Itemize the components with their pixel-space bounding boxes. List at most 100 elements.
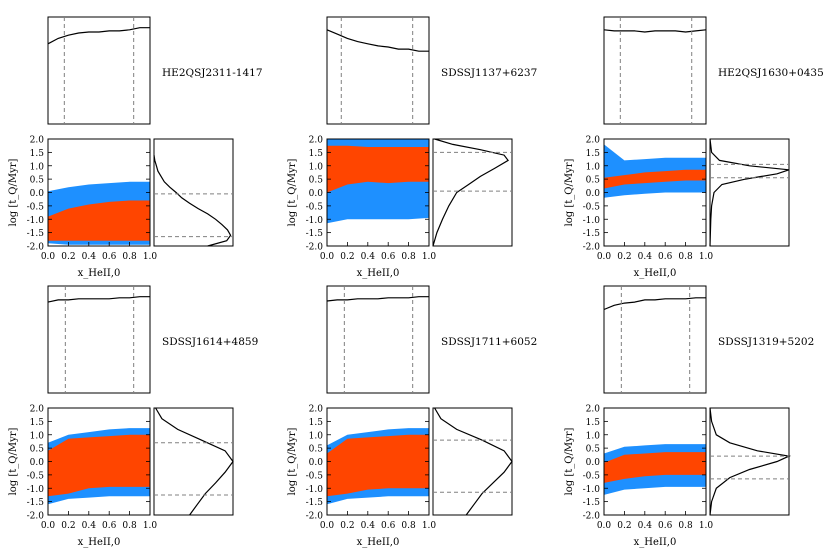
y-tick-label: 2.0 — [309, 136, 324, 146]
y-tick-label: 0.5 — [586, 445, 601, 455]
x-tick-label: 0.6 — [658, 252, 673, 262]
y-tick-label: -0.5 — [306, 202, 324, 212]
x-tick-label: 0.4 — [638, 521, 653, 531]
inner-confidence-band — [604, 452, 706, 483]
y-tick-label: 1.0 — [586, 162, 601, 172]
y-tick-label: -1.5 — [306, 498, 324, 508]
y-marginal-frame — [153, 407, 234, 516]
y-marginal-curve — [709, 407, 792, 516]
y-marginal-curve — [153, 155, 232, 247]
y-tick-label: -1.5 — [583, 229, 601, 239]
y-tick-label: 1.0 — [309, 431, 324, 441]
y-tick-label: 1.5 — [30, 418, 45, 428]
x-tick-label: 0.2 — [61, 521, 75, 531]
x-tick-label: 0.4 — [361, 252, 376, 262]
main-plot: -2.0 -1.5 -1.0 -0.5 0.0 0.5 1.0 1.5 2.0 0.0 0.2 0.4… — [8, 405, 157, 549]
y-tick-label: 1.5 — [586, 418, 601, 428]
x-tick-label: 0.2 — [340, 252, 354, 262]
x-tick-label: 0.6 — [381, 521, 396, 531]
y-tick-label: -0.5 — [27, 202, 45, 212]
y-tick-label: -1.5 — [27, 498, 45, 508]
y-tick-label: 1.0 — [309, 162, 324, 172]
x-marginal-curve — [47, 296, 150, 303]
x-tick-label: 0.0 — [320, 252, 335, 262]
y-marginal-curve — [709, 138, 790, 247]
y-tick-label: -0.5 — [583, 471, 601, 481]
x-axis-label: x_HeII,0 — [634, 537, 677, 548]
x-marginal-histogram — [47, 16, 151, 125]
quasar-label: HE2QSJ2311-1417 — [162, 67, 263, 79]
quasar-label: SDSSJ1711+6052 — [441, 336, 537, 348]
quasar-label: SDSSJ1137+6237 — [441, 67, 537, 79]
y-tick-label: 0.5 — [30, 176, 45, 186]
y-axis-label: log [t_Q/Myr] — [564, 158, 575, 226]
x-marginal-histogram — [326, 16, 430, 125]
x-tick-label: 0.0 — [320, 521, 335, 531]
x-tick-label: 0.6 — [102, 252, 117, 262]
inner-confidence-band — [327, 434, 429, 497]
y-tick-label: -0.5 — [306, 471, 324, 481]
x-marginal-histogram — [326, 285, 430, 394]
x-tick-label: 1.0 — [422, 521, 437, 531]
x-marginal-frame — [326, 16, 430, 125]
y-tick-label: 2.0 — [309, 405, 324, 415]
inner-confidence-band — [604, 169, 706, 189]
x-tick-label: 1.0 — [143, 521, 158, 531]
y-tick-label: 0.5 — [309, 176, 324, 186]
y-marginal-frame — [709, 138, 790, 247]
x-tick-label: 0.0 — [597, 252, 612, 262]
x-tick-label: 0.8 — [401, 252, 416, 262]
y-axis-label: log [t_Q/Myr] — [8, 158, 19, 226]
y-tick-label: 1.5 — [309, 418, 324, 428]
x-axis-label: x_HeII,0 — [357, 268, 400, 279]
x-axis-label: x_HeII,0 — [78, 537, 121, 548]
x-tick-label: 0.4 — [82, 252, 97, 262]
y-tick-label: -1.0 — [306, 485, 324, 495]
y-tick-label: -2.0 — [583, 512, 601, 522]
y-tick-label: -2.0 — [27, 512, 45, 522]
x-tick-label: 0.2 — [340, 521, 354, 531]
x-tick-label: 0.0 — [41, 252, 56, 262]
main-plot: -2.0 -1.5 -1.0 -0.5 0.0 0.5 1.0 1.5 2.0 0.0 0.2 0.4… — [287, 405, 436, 549]
main-plot: -2.0 -1.5 -1.0 -0.5 0.0 0.5 1.0 1.5 2.0 0.0 0.2 0.4… — [8, 136, 157, 280]
y-marginal-curve — [155, 407, 234, 516]
y-tick-label: 2.0 — [30, 136, 45, 146]
y-axis-label: log [t_Q/Myr] — [287, 158, 298, 226]
outer-confidence-band — [604, 144, 706, 198]
y-tick-label: 1.5 — [586, 149, 601, 159]
x-tick-label: 0.6 — [102, 521, 117, 531]
x-tick-label: 0.2 — [61, 252, 75, 262]
x-tick-label: 0.4 — [638, 252, 653, 262]
y-tick-label: 1.0 — [30, 431, 45, 441]
y-marginal-frame — [153, 138, 234, 247]
y-tick-label: -1.5 — [583, 498, 601, 508]
main-plot: -2.0 -1.5 -1.0 -0.5 0.0 0.5 1.0 1.5 2.0 0.0 0.2 0.4… — [287, 136, 436, 280]
x-marginal-frame — [47, 285, 151, 394]
y-tick-label: 0.0 — [30, 189, 45, 199]
y-tick-label: -1.0 — [583, 485, 601, 495]
x-tick-label: 1.0 — [699, 252, 714, 262]
y-tick-label: -0.5 — [583, 202, 601, 212]
x-tick-label: 0.0 — [41, 521, 56, 531]
quasar-label: SDSSJ1614+4859 — [162, 336, 258, 348]
quasar-panel: HE2QSJ1630+0435 -2.0 -1.5 -1.0 -0.5 0.0 0.5 1.0… — [564, 16, 824, 279]
x-tick-label: 1.0 — [143, 252, 158, 262]
y-marginal-histogram — [432, 407, 513, 516]
x-tick-label: 0.8 — [678, 252, 693, 262]
x-tick-label: 1.0 — [422, 252, 437, 262]
y-tick-label: 0.5 — [309, 445, 324, 455]
y-marginal-curve — [434, 407, 513, 516]
x-marginal-curve — [326, 296, 429, 302]
inner-confidence-band — [48, 200, 150, 241]
x-tick-label: 0.6 — [381, 252, 396, 262]
inner-confidence-band — [48, 434, 150, 497]
y-tick-label: -1.5 — [27, 229, 45, 239]
x-axis-label: x_HeII,0 — [78, 268, 121, 279]
x-tick-label: 0.6 — [658, 521, 673, 531]
y-marginal-curve — [432, 138, 509, 247]
x-tick-label: 0.8 — [122, 521, 137, 531]
y-tick-label: -1.0 — [27, 485, 45, 495]
x-axis-label: x_HeII,0 — [634, 268, 677, 279]
y-marginal-frame — [432, 138, 513, 247]
